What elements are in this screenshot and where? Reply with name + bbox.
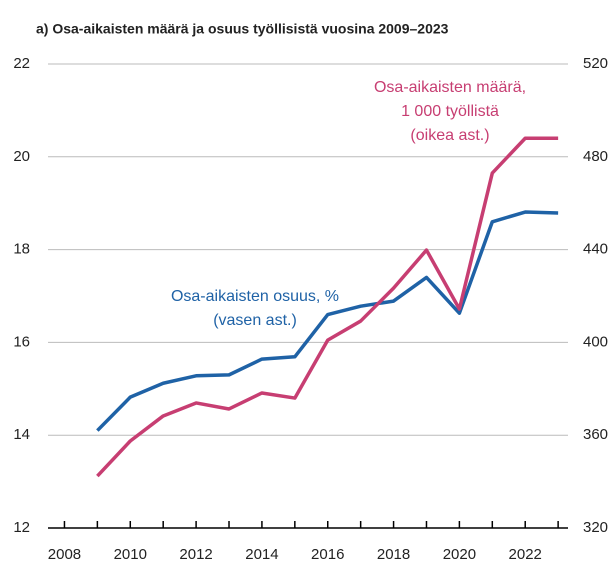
y2-tick-label: 480 [583, 148, 608, 165]
y2-tick-label: 320 [583, 519, 608, 536]
y-tick-label: 20 [13, 148, 30, 165]
y-tick-label: 18 [13, 241, 30, 258]
annotation: Osa-aikaisten osuus, % [171, 288, 339, 305]
y-tick-label: 14 [13, 426, 30, 443]
annotation: Osa-aikaisten määrä, [374, 79, 526, 96]
x-tick-label: 2018 [377, 546, 410, 563]
series-line [96, 210, 559, 432]
y-tick-label: 16 [13, 333, 30, 350]
y2-tick-label: 400 [583, 333, 608, 350]
y2-tick-label: 520 [583, 55, 608, 72]
x-tick-label: 2022 [509, 546, 542, 563]
annotation: (vasen ast.) [213, 312, 297, 329]
x-tick-label: 2008 [48, 546, 81, 563]
x-tick-label: 2012 [179, 546, 212, 563]
y-tick-label: 12 [13, 519, 30, 536]
x-tick-label: 2014 [245, 546, 278, 563]
annotation: 1 000 työllistä [401, 103, 499, 120]
x-tick-label: 2010 [114, 546, 147, 563]
x-tick-label: 2016 [311, 546, 344, 563]
chart-title: a) Osa-aikaisten määrä ja osuus työllisi… [36, 21, 449, 37]
annotation: (oikea ast.) [410, 127, 489, 144]
y-tick-label: 22 [13, 55, 30, 72]
y2-tick-label: 360 [583, 426, 608, 443]
y2-tick-label: 440 [583, 241, 608, 258]
series-line [96, 136, 559, 478]
x-tick-label: 2020 [443, 546, 476, 563]
